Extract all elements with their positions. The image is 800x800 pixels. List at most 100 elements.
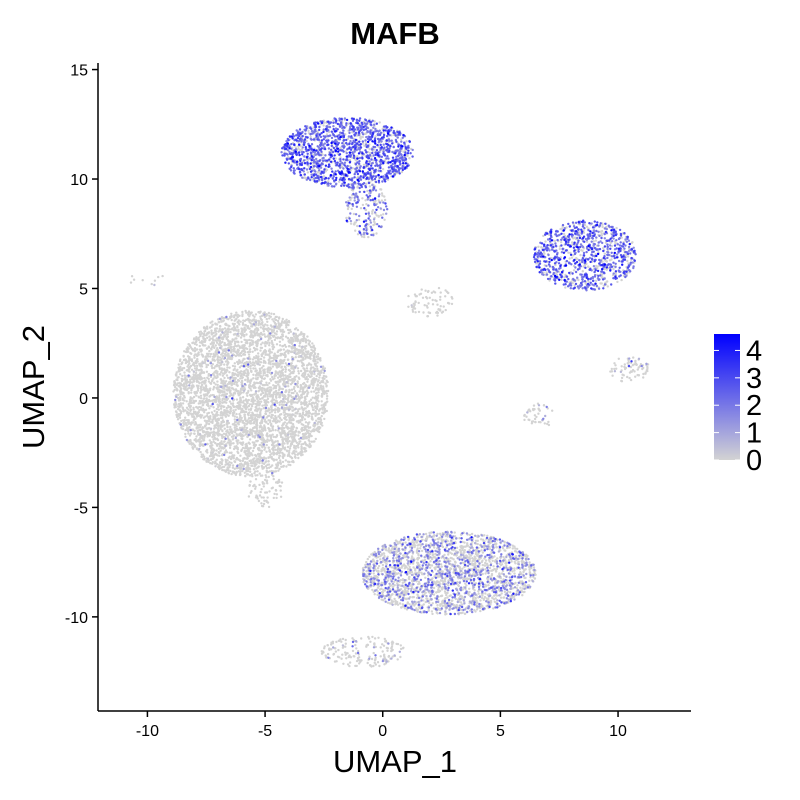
cell-point: [193, 443, 196, 447]
cell-point: [236, 320, 240, 324]
cell-point: [270, 408, 273, 411]
cell-point: [523, 418, 526, 422]
cell-point: [423, 304, 426, 307]
cell-point: [208, 439, 211, 442]
cell-point: [262, 356, 266, 359]
cell-point: [604, 281, 607, 284]
cell-point: [209, 352, 213, 356]
cell-point: [232, 394, 235, 397]
cell-point: [629, 365, 632, 369]
cell-point: [227, 404, 230, 408]
cell-point: [258, 407, 261, 410]
cell-point: [188, 345, 192, 348]
cell-point: [221, 355, 224, 358]
cell-point: [332, 119, 335, 122]
cell-point: [260, 346, 264, 350]
cell-point: [256, 329, 259, 332]
cell-point: [361, 203, 365, 207]
cell-point: [382, 131, 385, 135]
cell-point: [348, 158, 352, 162]
cell-point: [623, 365, 626, 369]
cell-point: [205, 325, 209, 328]
cell-point: [173, 383, 176, 387]
cell-point: [628, 376, 631, 380]
cell-point: [291, 423, 295, 426]
cell-point: [227, 410, 231, 413]
cell-point: [431, 298, 434, 302]
cell-point: [224, 335, 227, 338]
cell-point: [306, 392, 309, 396]
cell-point: [354, 159, 358, 162]
cell-point: [571, 243, 574, 246]
cell-point: [266, 375, 269, 378]
cell-point: [260, 354, 264, 358]
cell-point: [259, 326, 262, 329]
cell-point: [195, 336, 198, 339]
cell-point: [266, 324, 269, 327]
cell-point: [270, 404, 273, 408]
cell-point: [288, 328, 292, 332]
cell-point: [297, 372, 301, 375]
cell-point: [243, 338, 246, 341]
cell-point: [217, 425, 220, 429]
cell-point: [267, 349, 271, 353]
cell-point: [321, 408, 324, 411]
cell-point: [215, 449, 218, 452]
cell-point: [604, 241, 608, 244]
cell-point: [239, 351, 243, 355]
cell-point: [241, 441, 245, 444]
cell-point: [231, 364, 235, 368]
cell-point: [577, 278, 580, 282]
cell-point: [307, 342, 310, 346]
cell-point: [204, 344, 207, 347]
cell-point: [245, 444, 248, 447]
cell-point: [317, 394, 320, 397]
cell-point: [316, 171, 320, 174]
cell-point: [232, 456, 235, 459]
cell-point: [289, 383, 293, 386]
cell-point: [244, 378, 247, 382]
cell-point: [594, 239, 598, 242]
cell-point: [260, 464, 264, 468]
cell-point: [250, 385, 254, 388]
cell-point: [305, 139, 308, 143]
cell-point: [620, 376, 624, 380]
cell-point: [196, 386, 199, 389]
cell-point: [195, 378, 199, 382]
cell-point: [267, 460, 270, 463]
cell-point: [246, 413, 250, 416]
cell-point: [227, 328, 230, 331]
cell-point: [235, 383, 238, 386]
cell-point: [305, 437, 308, 440]
cell-point: [301, 415, 304, 418]
cell-point: [272, 335, 275, 338]
cell-point: [209, 321, 212, 324]
cell-point: [208, 338, 211, 342]
cell-point: [295, 335, 298, 338]
cell-point: [207, 431, 210, 434]
cell-point: [286, 445, 290, 449]
cell-point: [222, 420, 226, 424]
cell-point: [316, 384, 319, 387]
cell-point: [380, 188, 383, 191]
cell-point: [234, 408, 237, 411]
cell-point: [361, 142, 364, 145]
cell-point: [368, 185, 372, 188]
cell-point: [236, 340, 240, 343]
cell-point: [220, 416, 223, 420]
cell-point: [375, 232, 378, 235]
cell-point: [634, 360, 637, 364]
cell-point: [260, 366, 264, 369]
cell-point: [303, 441, 307, 444]
cell-point: [197, 353, 200, 356]
cell-point: [254, 386, 257, 389]
cell-point: [295, 450, 298, 453]
cell-point: [412, 305, 416, 308]
cell-point: [248, 438, 252, 441]
cell-point: [246, 313, 250, 316]
cell-point: [265, 467, 269, 470]
cell-point: [206, 442, 209, 446]
cell-point: [185, 424, 189, 427]
cell-point: [587, 265, 590, 269]
cell-point: [190, 359, 194, 363]
